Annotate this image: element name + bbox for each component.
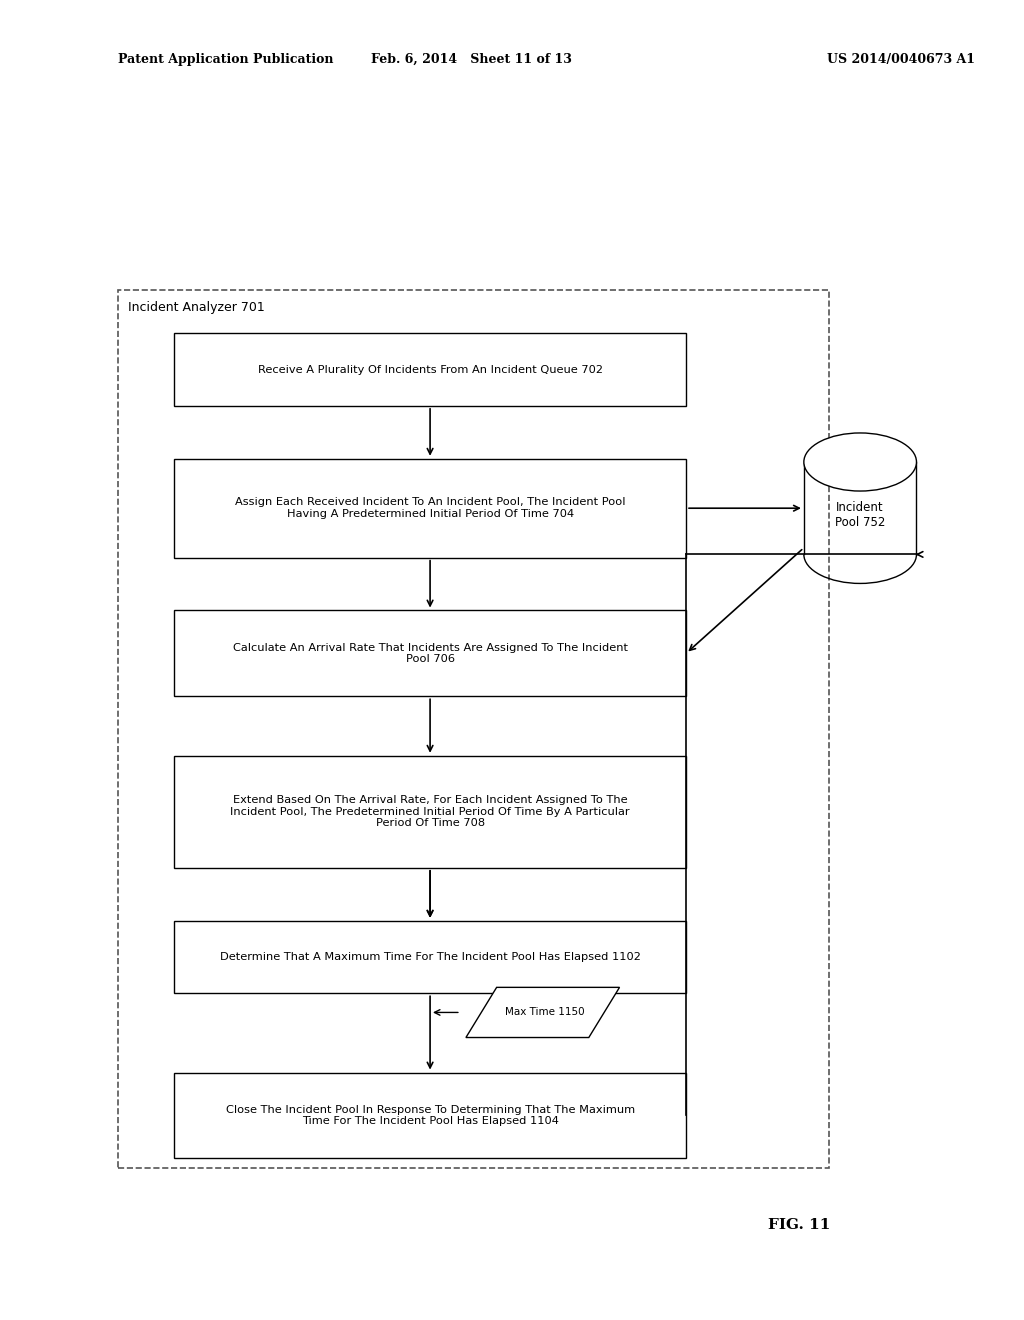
- Text: US 2014/0040673 A1: US 2014/0040673 A1: [827, 53, 975, 66]
- Text: Incident Analyzer 701: Incident Analyzer 701: [128, 301, 265, 314]
- Text: Calculate An Arrival Rate That Incidents Are Assigned To The Incident
Pool 706: Calculate An Arrival Rate That Incidents…: [232, 643, 628, 664]
- Text: Patent Application Publication: Patent Application Publication: [118, 53, 333, 66]
- Bar: [174, 610, 686, 697]
- Text: Determine That A Maximum Time For The Incident Pool Has Elapsed 1102: Determine That A Maximum Time For The In…: [219, 952, 641, 962]
- Text: Feb. 6, 2014   Sheet 11 of 13: Feb. 6, 2014 Sheet 11 of 13: [371, 53, 571, 66]
- Text: Close The Incident Pool In Response To Determining That The Maximum
Time For The: Close The Incident Pool In Response To D…: [225, 1105, 635, 1126]
- Text: Incident
Pool 752: Incident Pool 752: [835, 500, 886, 529]
- Text: FIG. 11: FIG. 11: [768, 1218, 829, 1232]
- Bar: [174, 1072, 686, 1159]
- Text: Assign Each Received Incident To An Incident Pool, The Incident Pool
Having A Pr: Assign Each Received Incident To An Inci…: [234, 498, 626, 519]
- Polygon shape: [466, 987, 620, 1038]
- Text: Receive A Plurality Of Incidents From An Incident Queue 702: Receive A Plurality Of Incidents From An…: [258, 364, 602, 375]
- Ellipse shape: [804, 433, 916, 491]
- Text: Extend Based On The Arrival Rate, For Each Incident Assigned To The
Incident Poo: Extend Based On The Arrival Rate, For Ea…: [230, 795, 630, 829]
- Bar: [174, 921, 686, 993]
- Text: Max Time 1150: Max Time 1150: [505, 1007, 585, 1018]
- Bar: [118, 290, 829, 1168]
- Bar: [174, 459, 686, 557]
- Bar: [174, 333, 686, 407]
- Bar: [174, 755, 686, 869]
